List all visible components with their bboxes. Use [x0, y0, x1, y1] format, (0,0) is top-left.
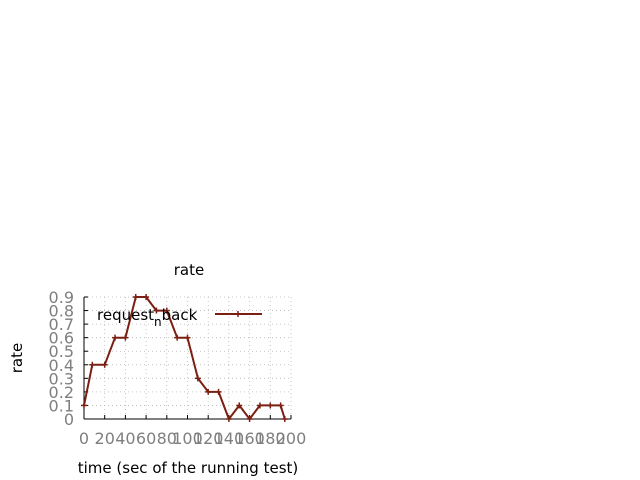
x-tick-label: 140 — [214, 429, 245, 448]
x-tick-label: 160 — [234, 429, 265, 448]
data-point — [153, 307, 160, 314]
y-tick-label: 0.1 — [49, 396, 74, 415]
y-tick-label: 0.2 — [49, 383, 74, 402]
data-point — [267, 402, 274, 409]
y-tick-labels: 00.10.20.30.40.50.60.70.80.9 — [49, 288, 74, 429]
y-tick-label: 0.9 — [49, 288, 74, 307]
data-point — [246, 416, 253, 422]
grid — [84, 296, 292, 419]
data-point — [122, 334, 129, 341]
y-tick-label: 0.6 — [49, 329, 74, 348]
data-point — [132, 294, 139, 300]
data-point — [184, 334, 191, 341]
data-point — [225, 416, 232, 422]
x-tick-label: 120 — [193, 429, 224, 448]
x-tick-label: 100 — [172, 429, 203, 448]
y-tick-label: 0.7 — [49, 315, 74, 334]
data-point — [89, 361, 96, 368]
data-point — [174, 334, 181, 341]
data-point — [205, 388, 212, 395]
legend-label-sub: n — [154, 315, 162, 329]
legend-label: requestnback — [97, 306, 198, 329]
x-tick-label: 40 — [115, 429, 135, 448]
y-tick-label: 0.4 — [49, 356, 74, 375]
legend-swatch-marker — [235, 311, 241, 317]
x-axis-label: time (sec of the running test) — [78, 459, 299, 477]
chart-title: rate — [174, 261, 204, 279]
data-point — [143, 294, 150, 300]
data-point — [256, 402, 263, 409]
data-point — [112, 334, 119, 341]
y-tick-label: 0.8 — [49, 302, 74, 321]
x-tick-label: 0 — [79, 429, 89, 448]
x-tick-label: 80 — [157, 429, 177, 448]
x-tick-label: 200 — [276, 429, 307, 448]
data-point — [163, 307, 170, 314]
y-tick-label: 0.5 — [49, 342, 74, 361]
series-layer — [81, 294, 288, 422]
data-point — [281, 416, 288, 422]
x-tick-label: 60 — [136, 429, 156, 448]
data-point — [81, 402, 87, 409]
y-tick-label: 0.3 — [49, 369, 74, 388]
axes — [83, 296, 292, 420]
x-tick-label: 180 — [255, 429, 286, 448]
data-point — [101, 361, 108, 368]
y-tick-label: 0 — [64, 410, 74, 429]
legend-label-rest: back — [162, 306, 198, 324]
data-point — [194, 375, 201, 382]
legend: requestnback — [97, 306, 262, 329]
x-tick-label: 20 — [95, 429, 115, 448]
data-point — [236, 402, 243, 409]
legend-label-base: request — [97, 306, 154, 324]
y-axis-label: rate — [8, 343, 26, 373]
data-point — [215, 388, 222, 395]
data-point — [277, 402, 284, 409]
